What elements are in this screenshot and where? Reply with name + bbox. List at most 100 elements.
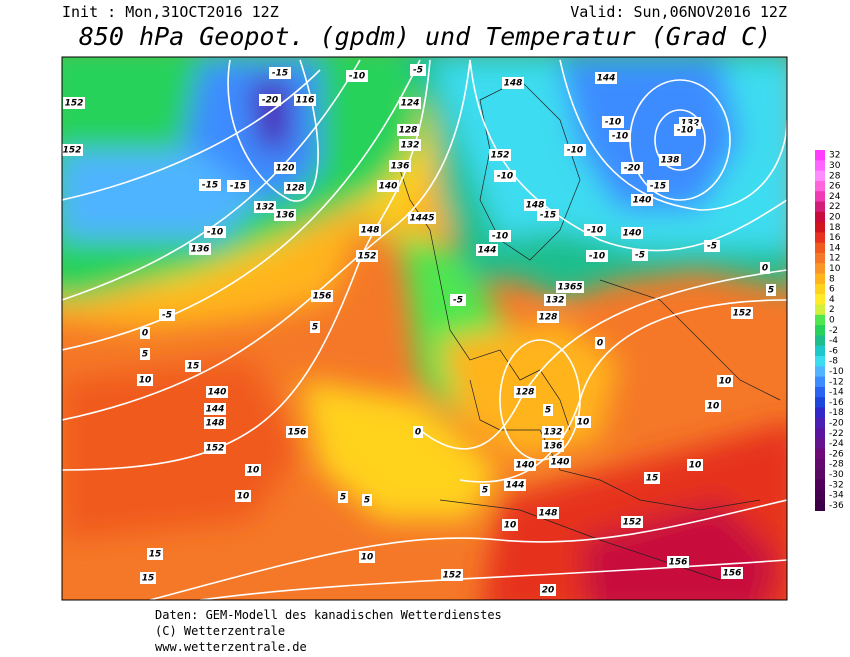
contour-label: -15	[272, 69, 288, 79]
contour-label-bg	[397, 124, 419, 136]
contour-label: 148	[206, 419, 225, 429]
contour-label: 15	[142, 574, 155, 584]
contour-label-bg	[204, 417, 226, 429]
colorbar-cell	[815, 469, 825, 481]
contour-label-bg	[556, 281, 584, 293]
contour-label-bg	[338, 491, 348, 503]
contour-label-bg	[524, 199, 546, 211]
colorbar-label: 12	[829, 254, 840, 264]
contour-label-bg	[537, 311, 559, 323]
contour-label: 132	[256, 203, 275, 213]
contour-label: 10	[247, 466, 260, 476]
contour-label: 136	[391, 162, 410, 172]
contour-label-bg	[311, 290, 333, 302]
contour-label-bg	[621, 162, 643, 174]
contour-label: 10	[719, 377, 732, 387]
contour-label: 5	[364, 496, 370, 506]
contour-label: 0	[415, 428, 421, 438]
colorbar-cell	[815, 479, 825, 491]
contour-label: 136	[276, 211, 295, 221]
contour-label-bg	[514, 386, 536, 398]
contour-label-bg	[227, 180, 249, 192]
colorbar-label: -24	[829, 439, 844, 449]
colorbar-label: 2	[829, 305, 835, 315]
colorbar-cell	[815, 294, 825, 305]
contour-label-bg	[254, 201, 276, 213]
colorbar-cell	[815, 222, 825, 233]
contour-label: 10	[504, 521, 517, 531]
contour-label-bg	[159, 309, 175, 321]
colorbar-cell	[815, 283, 825, 295]
contour-label: 152	[623, 518, 642, 528]
contour-label: 156	[288, 428, 307, 438]
contour-label-bg	[199, 179, 221, 191]
contour-label-bg	[489, 149, 511, 161]
contour-label: 148	[539, 509, 558, 519]
contour-label-bg	[359, 224, 381, 236]
colorbar-label: 0	[829, 315, 835, 325]
contour-label: 148	[361, 226, 380, 236]
contour-label: -10	[605, 118, 621, 128]
colorbar: 32302826242220181614121086420-2-4-6-8-10…	[815, 150, 844, 511]
colorbar-label: 8	[829, 274, 835, 284]
contour-label-bg	[410, 64, 426, 76]
colorbar-label: -34	[829, 491, 844, 501]
colorbar-cell	[815, 242, 825, 254]
contour-label: -10	[587, 226, 603, 236]
contour-label-bg	[377, 180, 399, 192]
contour-label: 128	[399, 126, 418, 136]
contour-label-bg	[346, 70, 368, 82]
contour-label-bg	[502, 519, 518, 531]
contour-label: -10	[207, 228, 223, 238]
contour-label-bg	[356, 250, 378, 262]
contour-label: 132	[544, 428, 563, 438]
colorbar-label: 16	[829, 233, 841, 243]
contour-label: 132	[546, 296, 565, 306]
contour-label: 152	[491, 151, 510, 161]
contour-label-bg	[760, 262, 770, 274]
contour-label: 148	[504, 79, 523, 89]
contour-label-bg	[408, 212, 436, 224]
colorbar-label: 14	[829, 243, 841, 253]
contour-label: 140	[623, 229, 642, 239]
contour-label: -10	[497, 172, 513, 182]
contour-label: 132	[401, 141, 420, 151]
contour-label: 15	[646, 474, 659, 484]
contour-label: 152	[63, 146, 82, 156]
colorbar-cell	[815, 407, 825, 419]
contour-label-bg	[595, 72, 617, 84]
colorbar-cell	[815, 428, 825, 439]
contour-label-bg	[549, 456, 571, 468]
colorbar-label: -4	[829, 336, 838, 346]
colorbar-label: -32	[829, 480, 844, 490]
contour-label-bg	[286, 426, 308, 438]
contour-label-bg	[362, 494, 372, 506]
colorbar-label: 10	[829, 264, 841, 274]
contour-label-bg	[147, 548, 163, 560]
colorbar-cell	[815, 191, 825, 202]
contour-label-bg	[674, 124, 696, 136]
colorbar-cell	[815, 314, 825, 326]
contour-label-bg	[62, 144, 83, 156]
contour-label: 136	[191, 245, 210, 255]
colorbar-cell	[815, 201, 825, 213]
contour-label: 156	[669, 558, 688, 568]
map-frame	[61, 56, 788, 601]
contour-label-bg	[399, 139, 421, 151]
contour-label: 152	[443, 571, 462, 581]
contour-label: 15	[149, 550, 162, 560]
contour-label: 20	[542, 586, 555, 596]
contour-label-bg	[542, 426, 564, 438]
colorbar-label: -12	[829, 377, 844, 387]
contour-label-bg	[235, 490, 251, 502]
contour-label: 5	[142, 350, 148, 360]
contour-label: 1445	[409, 214, 434, 224]
colorbar-label: 6	[829, 285, 835, 295]
contour-label-bg	[704, 240, 720, 252]
colorbar-cell	[815, 150, 825, 161]
contour-label: 140	[208, 388, 227, 398]
contour-label: 10	[707, 402, 720, 412]
contour-label: 10	[361, 553, 374, 563]
contour-label: -15	[540, 211, 556, 221]
contour-label: -5	[635, 251, 645, 261]
